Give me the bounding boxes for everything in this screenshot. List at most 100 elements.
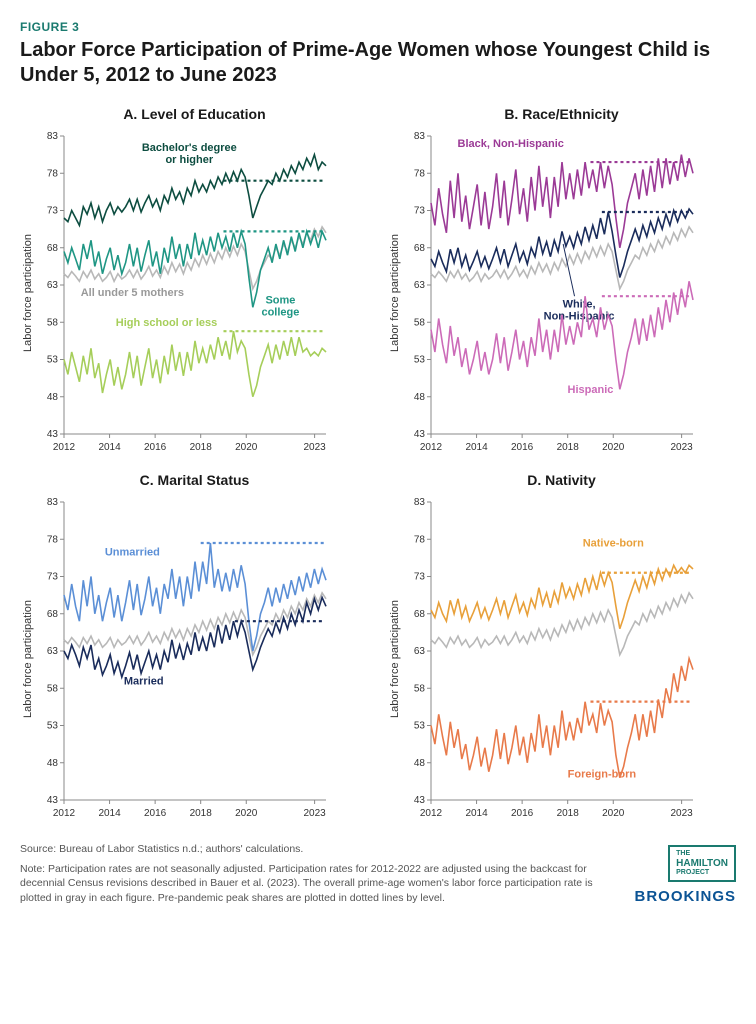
series-white [431,209,693,278]
svg-text:83: 83 [47,497,59,508]
svg-text:73: 73 [47,206,59,217]
svg-text:2020: 2020 [602,808,625,819]
svg-text:2023: 2023 [670,442,693,453]
svg-text:2016: 2016 [511,442,534,453]
label-hispanic: Hispanic [568,384,614,396]
svg-text:2012: 2012 [420,442,443,453]
panel-C: C. Marital Status Labor force participati… [20,472,369,824]
panel-title: D. Nativity [387,472,736,488]
svg-text:2018: 2018 [190,808,213,819]
label-black: Black, Non-Hispanic [458,138,564,150]
panel-B: B. Race/EthnicityLabor force participati… [387,106,736,458]
chart-svg: 4348535863687378832012201420162018202020… [34,128,334,458]
svg-text:63: 63 [47,646,59,657]
svg-text:2012: 2012 [420,808,443,819]
series-hs-or-less [64,331,326,397]
svg-text:2018: 2018 [190,442,213,453]
label-white: Non-Hispanic [544,310,615,322]
svg-text:48: 48 [414,758,426,769]
footer: Source: Bureau of Labor Statistics n.d.;… [20,842,736,905]
svg-text:43: 43 [47,429,59,440]
series-native [431,565,693,628]
svg-text:58: 58 [47,683,59,694]
panel-A: A. Level of Education Labor force partici… [20,106,369,458]
chart-svg: 4348535863687378832012201420162018202020… [401,128,701,458]
svg-text:63: 63 [414,646,426,657]
svg-text:2020: 2020 [235,442,258,453]
label-bachelors: or higher [165,154,213,166]
svg-text:73: 73 [414,572,426,583]
svg-text:83: 83 [47,131,59,142]
svg-text:78: 78 [47,168,59,179]
label-all-under-5: All under 5 mothers [81,287,184,299]
svg-text:53: 53 [47,355,59,366]
chart-svg: 4348535863687378832012201420162018202020… [401,494,701,824]
panel-D: D. Nativity Labor force participation 43 48… [387,472,736,824]
svg-text:83: 83 [414,497,426,508]
svg-text:48: 48 [47,758,59,769]
svg-text:2014: 2014 [98,442,121,453]
svg-text:63: 63 [414,280,426,291]
svg-text:2014: 2014 [465,442,488,453]
svg-text:2012: 2012 [53,808,76,819]
panel-title: B. Race/Ethnicity [387,106,736,122]
arrow-line [563,244,574,296]
svg-text:2020: 2020 [235,808,258,819]
svg-text:2012: 2012 [53,442,76,453]
svg-text:2014: 2014 [98,808,121,819]
figure-label: FIGURE 3 [20,20,736,34]
svg-text:48: 48 [414,392,426,403]
series-all-under-5 [431,227,693,289]
label-native: Native-born [583,538,644,550]
svg-text:53: 53 [47,721,59,732]
main-title: Labor Force Participation of Prime-Age W… [20,38,736,88]
chart-svg: 4348535863687378832012201420162018202020… [34,494,334,824]
svg-text:58: 58 [414,317,426,328]
svg-text:2020: 2020 [602,442,625,453]
svg-text:68: 68 [47,609,59,620]
svg-text:43: 43 [414,795,426,806]
svg-text:2023: 2023 [303,808,326,819]
series-all-under-5 [64,593,326,655]
panel-title: C. Marital Status [20,472,369,488]
svg-text:58: 58 [47,317,59,328]
svg-text:68: 68 [414,609,426,620]
svg-text:2016: 2016 [511,808,534,819]
svg-text:78: 78 [414,168,426,179]
label-hs-or-less: High school or less [116,317,217,329]
svg-text:73: 73 [414,206,426,217]
series-all-under-5 [431,593,693,655]
svg-text:2018: 2018 [557,442,580,453]
panel-grid: A. Level of Education Labor force partici… [20,106,736,824]
brookings-logo: BROOKINGS [634,888,736,905]
panel-title: A. Level of Education [20,106,369,122]
svg-text:2023: 2023 [303,442,326,453]
label-some-college: Some [265,295,295,307]
svg-text:2023: 2023 [670,808,693,819]
svg-text:83: 83 [414,131,426,142]
svg-text:68: 68 [47,243,59,254]
label-bachelors: Bachelor's degree [142,142,237,154]
note-text: Note: Participation rates are not season… [20,862,622,905]
y-axis-label: Labor force participation [20,494,34,824]
svg-text:2016: 2016 [144,808,167,819]
svg-text:58: 58 [414,683,426,694]
svg-text:78: 78 [47,534,59,545]
svg-text:68: 68 [414,243,426,254]
svg-text:2014: 2014 [465,808,488,819]
svg-text:43: 43 [47,795,59,806]
footer-text: Source: Bureau of Labor Statistics n.d.;… [20,842,622,905]
hamilton-logo: THE HAMILTON PROJECT [668,845,736,881]
label-some-college: college [261,307,299,319]
label-unmarried: Unmarried [105,547,160,559]
y-axis-label: Labor force participation [20,128,34,458]
svg-text:78: 78 [414,534,426,545]
svg-text:2016: 2016 [144,442,167,453]
y-axis-label: Labor force participation [387,494,401,824]
label-married: Married [124,676,164,688]
series-married [64,597,326,677]
source-text: Source: Bureau of Labor Statistics n.d.;… [20,842,622,856]
label-white: White, [563,298,596,310]
svg-text:43: 43 [414,429,426,440]
svg-text:63: 63 [47,280,59,291]
